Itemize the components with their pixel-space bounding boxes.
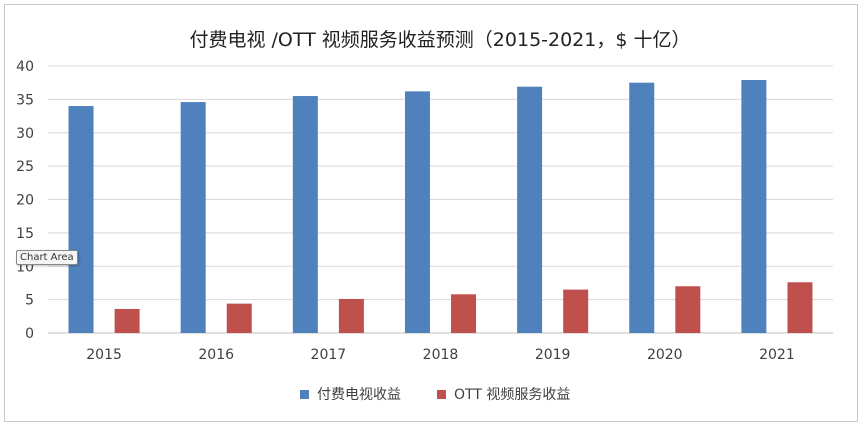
x-tick-label: 2017 (311, 347, 347, 363)
legend-label: OTT 视频服务收益 (454, 387, 570, 403)
bars (68, 80, 813, 334)
bar-ott[interactable] (451, 294, 477, 333)
x-tick-label: 2020 (647, 347, 683, 363)
x-tick-label: 2021 (759, 347, 795, 363)
y-tick-label: 15 (16, 226, 34, 242)
bar-ott[interactable] (114, 308, 140, 333)
x-tick-label: 2019 (535, 347, 571, 363)
y-tick-label: 0 (25, 326, 34, 342)
legend-swatch (300, 390, 309, 399)
bar-ott[interactable] (787, 282, 813, 333)
bar-ott[interactable] (338, 298, 364, 333)
bar-ott[interactable] (563, 289, 589, 333)
y-tick-label: 35 (16, 92, 34, 108)
bar-paytv[interactable] (404, 91, 430, 334)
x-axis: 2015 2016 2017 2018 2019 2020 2021 (86, 347, 794, 363)
y-tick-label: 5 (25, 293, 34, 309)
y-tick-label: 20 (16, 193, 34, 209)
x-tick-label: 2018 (423, 347, 459, 363)
bar-ott[interactable] (226, 303, 252, 333)
bar-paytv[interactable] (517, 86, 543, 333)
bar-paytv[interactable] (741, 80, 767, 333)
legend-label: 付费电视收益 (317, 387, 401, 403)
chart-title: 付费电视 /OTT 视频服务收益预测（2015-2021，$ 十亿） (189, 29, 690, 51)
bar-paytv[interactable] (180, 102, 206, 333)
x-tick-label: 2015 (86, 347, 122, 363)
legend-swatch (437, 390, 446, 399)
legend: 付费电视收益 OTT 视频服务收益 (300, 387, 570, 403)
gridlines (48, 65, 833, 334)
bar-paytv[interactable] (629, 82, 655, 333)
bar-paytv[interactable] (292, 96, 318, 333)
y-tick-label: 30 (16, 126, 34, 142)
chart-area-tooltip: Chart Area (16, 250, 78, 265)
chart-area[interactable] (4, 4, 858, 422)
y-tick-label: 40 (16, 59, 34, 75)
x-tick-label: 2016 (198, 347, 234, 363)
y-tick-label: 25 (16, 159, 34, 175)
bar-paytv[interactable] (68, 106, 94, 333)
bar-ott[interactable] (675, 286, 701, 333)
